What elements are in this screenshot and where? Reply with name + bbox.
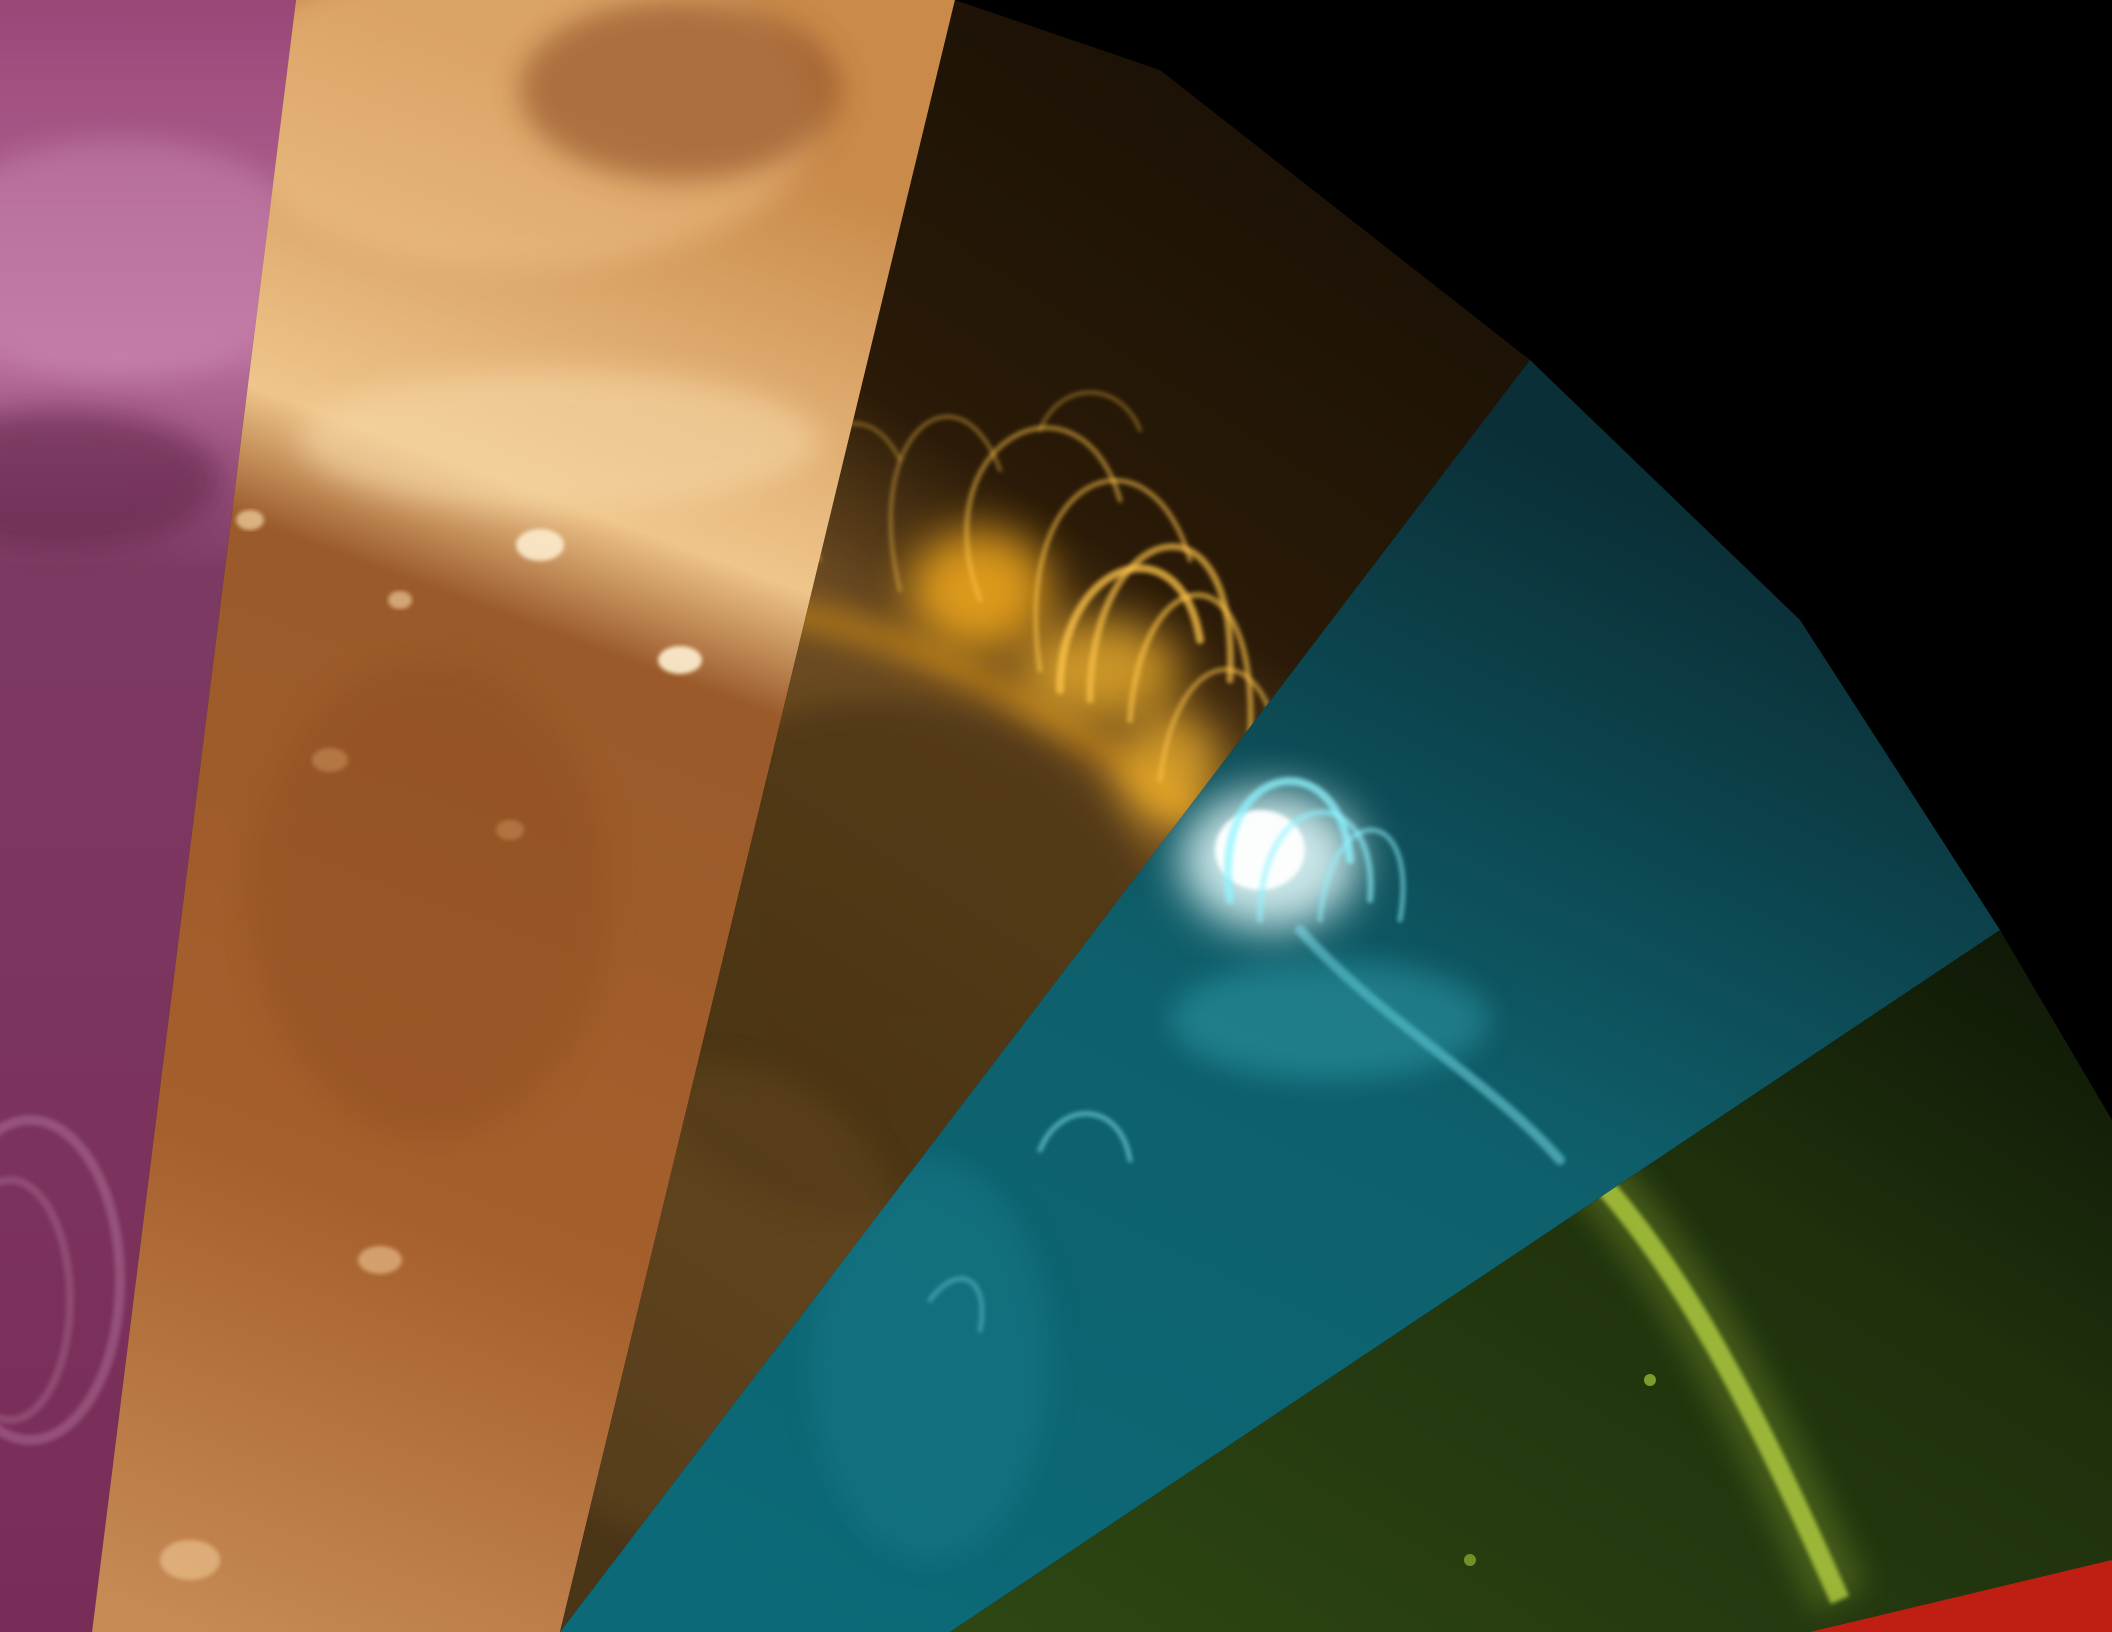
red-wavelength-wedge (1810, 1560, 2112, 1632)
